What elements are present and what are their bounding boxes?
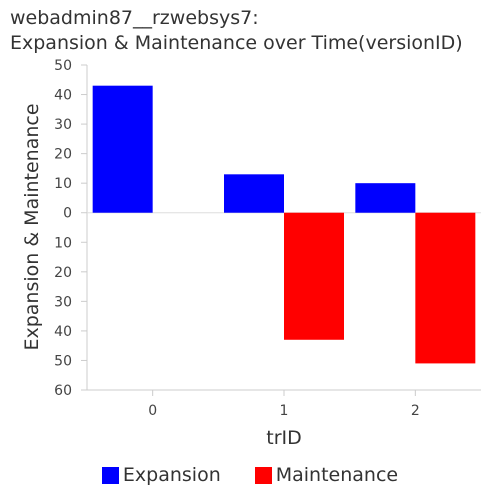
y-axis: 50 40 30 20 10 0 10 20 30 40 50 60	[54, 58, 481, 399]
legend-item-maintenance[interactable]: Maintenance	[254, 464, 399, 486]
y-axis-label: Expansion & Maintenance	[21, 103, 43, 350]
chart-title: webadmin87__rzwebsys7: Expansion & Maint…	[10, 6, 495, 56]
y-tick-label: 0	[63, 206, 72, 222]
x-tick-label: 2	[411, 403, 420, 419]
bar-maintenance-1[interactable]	[284, 212, 344, 340]
y-tick-label: 30	[54, 294, 72, 310]
bar-maintenance-2[interactable]	[415, 212, 476, 364]
y-tick-label: 60	[54, 383, 72, 399]
chart-title-line-1: webadmin87__rzwebsys7:	[10, 7, 259, 29]
x-axis-label: trID	[266, 427, 302, 449]
y-tick-label: 30	[54, 117, 72, 133]
bar-expansion-2[interactable]	[355, 183, 416, 213]
legend-swatch-expansion	[101, 466, 119, 484]
y-tick-label: 10	[54, 235, 72, 251]
chart-title-line-2: Expansion & Maintenance over Time(versio…	[10, 32, 463, 54]
bar-expansion-0[interactable]	[92, 85, 153, 213]
y-tick-label: 50	[54, 58, 72, 74]
y-tick-label: 40	[54, 88, 72, 104]
y-tick-label: 10	[54, 176, 72, 192]
x-tick-label: 1	[280, 403, 289, 419]
y-tick-label: 20	[54, 265, 72, 281]
x-tick-label: 0	[148, 403, 157, 419]
bars	[92, 85, 476, 364]
y-tick-label: 20	[54, 147, 72, 163]
legend-swatch-maintenance	[254, 466, 272, 484]
bar-expansion-1[interactable]	[224, 174, 284, 213]
x-axis: 0 1 2	[87, 389, 481, 419]
y-tick-label: 50	[54, 353, 72, 369]
legend-item-expansion[interactable]: Expansion	[101, 464, 221, 486]
y-tick-label: 40	[54, 324, 72, 340]
legend: Expansion Maintenance	[0, 464, 500, 486]
legend-label-expansion: Expansion	[122, 464, 221, 486]
legend-label-maintenance: Maintenance	[275, 464, 399, 486]
